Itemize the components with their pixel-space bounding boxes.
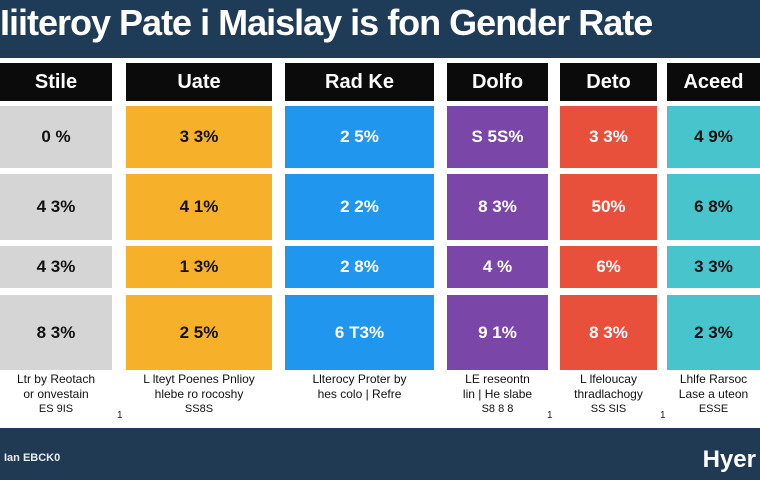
title-bar	[0, 0, 760, 50]
caption-line: L lfeloucay	[580, 372, 637, 386]
caption-line: hes colo | Refre	[317, 387, 402, 401]
caption-line: Ltr by Reotach	[16, 372, 96, 386]
data-cell: 3 3%	[560, 106, 657, 168]
caption-line: Llterocy Proter by	[312, 372, 407, 386]
column-header: Uate	[126, 63, 272, 101]
column-caption: L lfeloucay thradlachogy SS SIS	[554, 372, 663, 417]
caption-line: LE reseontn	[465, 372, 530, 386]
data-cell: 9 1%	[447, 295, 548, 370]
column-header: Aceed	[667, 63, 760, 101]
data-cell: S 5S%	[447, 106, 548, 168]
caption-line: hlebe ro rocoshy	[154, 387, 244, 401]
data-cell: 8 3%	[560, 295, 657, 370]
stray-mark: 1	[547, 410, 553, 421]
data-cell: 3 3%	[667, 246, 760, 288]
data-cell: 8 3%	[0, 295, 112, 370]
data-cell: 8 3%	[447, 174, 548, 240]
data-cell: 2 3%	[667, 295, 760, 370]
data-cell: 6 8%	[667, 174, 760, 240]
data-cell: 2 5%	[126, 295, 272, 370]
caption-line	[279, 402, 440, 417]
column-caption: LE reseontn lin | He slabe S8 8 8	[441, 372, 554, 417]
column-caption: Llterocy Proter by hes colo | Refre	[279, 372, 440, 417]
caption-line: Lhlfe Rarsoc	[679, 372, 748, 386]
caption-line: lin | He slabe	[462, 387, 533, 401]
footer-source: Ian EBCK0	[4, 452, 61, 464]
data-cell: 2 2%	[285, 174, 434, 240]
stray-mark: 1	[660, 410, 666, 421]
column-header: Rad Ke	[285, 63, 434, 101]
caption-line: ESSE	[698, 403, 729, 415]
caption-line: thradlachogy	[574, 387, 643, 401]
stray-mark: 1	[117, 410, 123, 421]
caption-line: Lase a uteon	[678, 387, 749, 401]
data-cell: 3 3%	[126, 106, 272, 168]
caption-line: L lteyt Poenes Pnlioy	[143, 372, 255, 386]
caption-line: SS SIS	[590, 403, 627, 415]
column-header: Deto	[560, 63, 657, 101]
data-cell: 1 3%	[126, 246, 272, 288]
caption-line: ES 9IS	[38, 403, 74, 415]
caption-line: S8 8 8	[481, 403, 514, 415]
column-header: Dolfo	[447, 63, 548, 101]
data-cell: 2 5%	[285, 106, 434, 168]
data-cell: 4 %	[447, 246, 548, 288]
column-caption: Lhlfe Rarsoc Lase a uteon ESSE	[661, 372, 760, 417]
data-cell: 4 1%	[126, 174, 272, 240]
footer-brand: Hyer	[702, 446, 756, 473]
data-cell: 50%	[560, 174, 657, 240]
data-cell: 4 9%	[667, 106, 760, 168]
data-cell: 2 8%	[285, 246, 434, 288]
data-cell: 6 T3%	[285, 295, 434, 370]
data-cell: 6%	[560, 246, 657, 288]
caption-line: SS8S	[184, 403, 214, 415]
column-header: Stile	[0, 63, 112, 101]
chart-title: Iiiteroy Pate i Maislay is fon Gender Ra…	[0, 2, 653, 43]
data-cell: 4 3%	[0, 174, 112, 240]
caption-line: or onvestain	[23, 387, 89, 401]
data-cell: 0 %	[0, 106, 112, 168]
column-caption: Ltr by Reotach or onvestain ES 9IS	[0, 372, 118, 417]
column-caption: L lteyt Poenes Pnlioy hlebe ro rocoshy SS8…	[120, 372, 278, 417]
data-cell: 4 3%	[0, 246, 112, 288]
